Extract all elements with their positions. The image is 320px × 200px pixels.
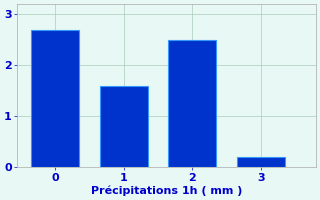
Bar <box>168 40 216 167</box>
Bar <box>100 86 148 167</box>
Bar <box>31 30 79 167</box>
Bar <box>237 157 285 167</box>
X-axis label: Précipitations 1h ( mm ): Précipitations 1h ( mm ) <box>91 185 242 196</box>
